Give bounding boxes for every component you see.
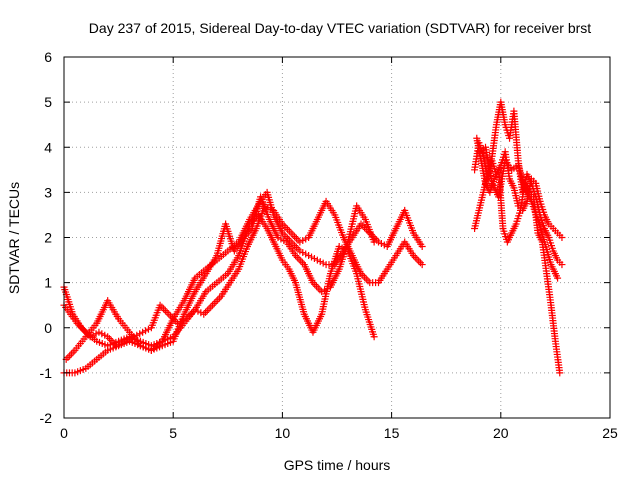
y-tick-label: 1: [44, 275, 52, 291]
chart-title: Day 237 of 2015, Sidereal Day-to-day VTE…: [89, 20, 591, 36]
x-tick-label: 25: [602, 425, 618, 441]
y-tick-label: 5: [44, 94, 52, 110]
data-point: [370, 238, 378, 246]
data-points: [60, 98, 566, 377]
y-tick-label: 3: [44, 184, 52, 200]
x-tick-label: 20: [493, 425, 509, 441]
y-axis-label: SDTVAR / TECUs: [6, 182, 22, 294]
x-tick-label: 10: [275, 425, 291, 441]
data-point: [418, 243, 426, 251]
x-tick-label: 0: [60, 425, 68, 441]
y-tick-label: 4: [44, 139, 52, 155]
y-tick-label: -2: [40, 410, 53, 426]
y-tick-label: 0: [44, 320, 52, 336]
data-point: [558, 234, 566, 241]
x-tick-label: 5: [169, 425, 177, 441]
data-point: [558, 261, 566, 269]
y-tick-label: 6: [44, 49, 52, 65]
x-axis-label: GPS time / hours: [284, 457, 391, 473]
y-tick-label: -1: [40, 365, 53, 381]
x-tick-label: 15: [384, 425, 400, 441]
data-point: [418, 261, 426, 269]
data-point: [556, 369, 564, 377]
series-track-4: [62, 193, 378, 363]
series-track-3: [60, 197, 426, 350]
series-track-8: [475, 143, 562, 282]
data-point: [554, 274, 562, 282]
axis-ticks: 0 5 10 15 20 25 -2 -1 0 1 2 3 4 5 6: [40, 49, 618, 441]
data-point: [370, 333, 378, 341]
y-tick-label: 2: [44, 230, 52, 246]
